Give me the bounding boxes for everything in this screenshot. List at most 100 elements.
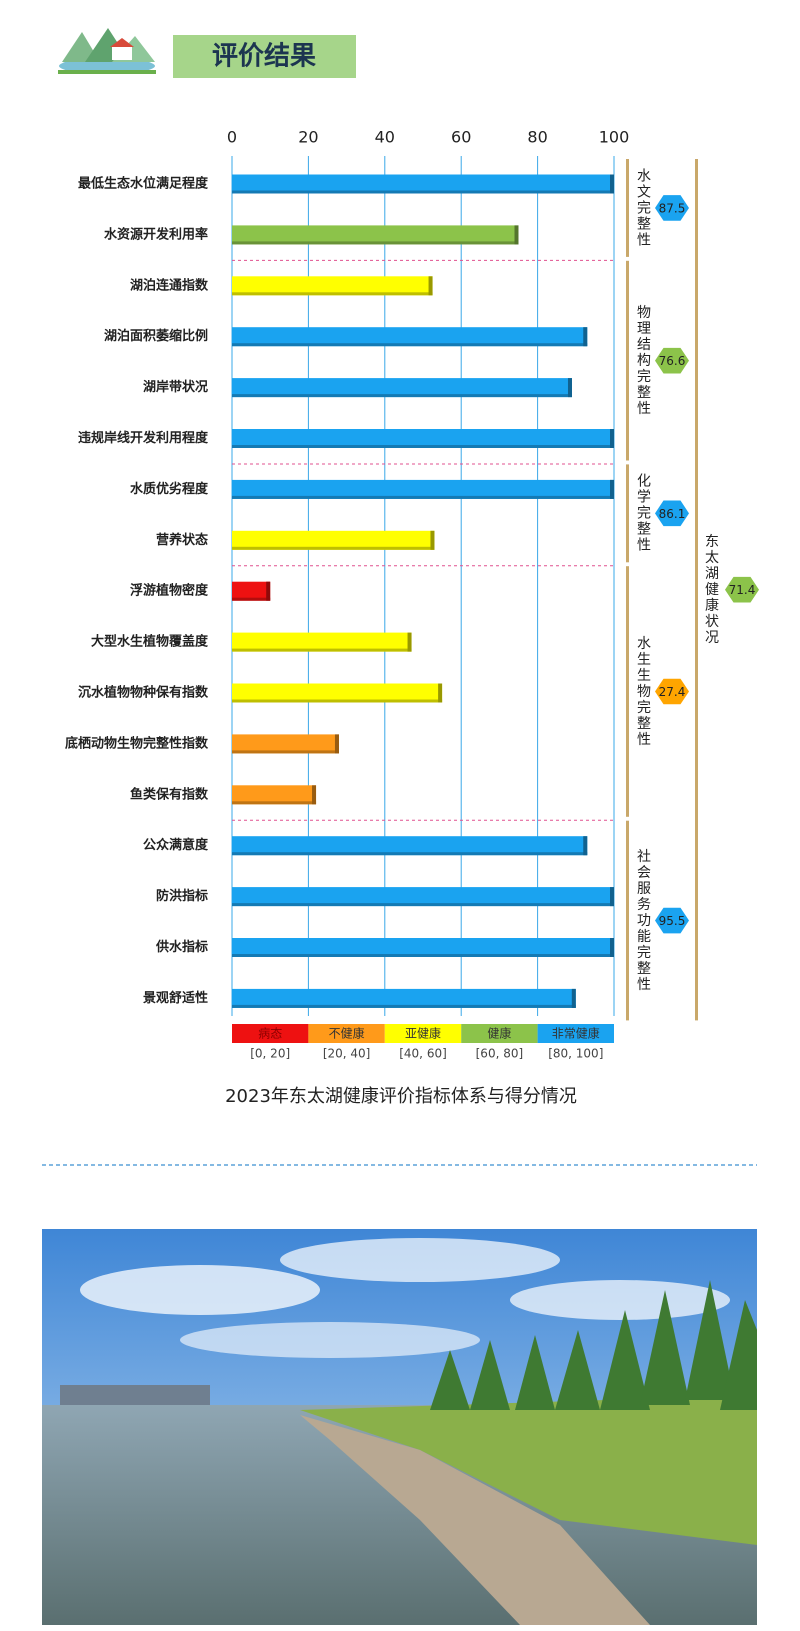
bar-shadow: [232, 445, 614, 448]
bar-cap: [407, 632, 412, 652]
bar: [232, 530, 435, 550]
bar: [232, 887, 614, 907]
group-name: 化学完整性: [635, 473, 651, 553]
legend-swatch: [461, 1024, 538, 1043]
group-bracket: [626, 260, 629, 461]
category-label: 防洪指标: [156, 888, 208, 904]
group-name: 社会服务功能完整性: [635, 849, 651, 993]
group-name: 水文完整性: [635, 168, 651, 248]
bar: [232, 632, 412, 652]
overall-score-badge: [725, 576, 759, 603]
overall-bracket: [695, 159, 698, 1021]
category-label: 营养状态: [156, 532, 208, 548]
bar-shadow: [232, 495, 614, 499]
bar-shadow: [232, 597, 271, 601]
bar: [232, 378, 572, 398]
legend-name: 非常健康: [552, 1026, 600, 1041]
bar-shadow: [232, 190, 614, 194]
bar-shadow: [232, 801, 317, 805]
bar-cap: [312, 785, 317, 805]
category-label: 水资源开发利用率: [104, 226, 208, 242]
category-label: 公众满意度: [143, 837, 209, 853]
group-score-label: 27.4: [659, 685, 686, 699]
group-score-label: 76.6: [659, 354, 686, 368]
bar-cap: [583, 327, 588, 347]
bar: [232, 479, 614, 499]
group-score-badge: [655, 678, 689, 705]
bar: [232, 429, 614, 448]
bar-shadow: [232, 699, 443, 703]
group-bracket: [626, 566, 629, 817]
group-score-badge: [655, 195, 689, 221]
bar-shadow: [232, 343, 588, 347]
overall-name: 东太湖健康状况: [703, 534, 719, 646]
bar: [232, 734, 339, 754]
header-title: 评价结果: [212, 42, 316, 72]
overall-score-label: 71.4: [729, 583, 756, 597]
bar-cap: [610, 887, 614, 907]
category-label: 湖泊连通指数: [130, 277, 209, 293]
header-box: [173, 35, 356, 78]
bar-shadow: [232, 546, 435, 550]
bar-shadow: [232, 648, 412, 652]
category-label: 湖岸带状况: [143, 379, 208, 395]
bar: [232, 988, 576, 1008]
header-icon: [58, 28, 156, 74]
group-score-label: 95.5: [659, 914, 686, 928]
category-label: 供水指标: [155, 939, 208, 955]
group-bracket: [626, 820, 629, 1021]
group-bracket: [626, 464, 629, 563]
group-score-badge: [655, 347, 689, 374]
bar-cap: [514, 225, 519, 245]
legend-name: 亚健康: [405, 1026, 441, 1041]
bar-cap: [583, 836, 588, 856]
x-tick-label: 0: [227, 128, 237, 147]
bar-shadow: [232, 241, 519, 245]
legend-swatch: [384, 1024, 462, 1043]
bar-cap: [567, 378, 572, 398]
group-score-label: 87.5: [659, 201, 686, 215]
x-tick-label: 60: [451, 128, 471, 147]
photo: [42, 1229, 757, 1625]
bar-cap: [438, 683, 443, 703]
category-label: 沉水植物物种保有指数: [78, 685, 209, 701]
x-tick-label: 80: [527, 128, 547, 147]
bar: [232, 327, 588, 347]
bar-shadow: [232, 394, 572, 398]
bar-shadow: [232, 852, 588, 856]
bar: [232, 276, 433, 296]
bar-cap: [610, 479, 614, 499]
bar-shadow: [232, 292, 433, 296]
bar: [232, 581, 271, 601]
bar: [232, 225, 519, 245]
bar-shadow: [232, 954, 614, 957]
category-label: 最低生态水位满足程度: [78, 176, 209, 192]
group-score-badge: [655, 907, 689, 934]
category-label: 景观舒适性: [143, 990, 208, 1006]
bar: [232, 938, 614, 957]
x-tick-label: 40: [375, 128, 395, 147]
legend-name: 病态: [258, 1026, 282, 1041]
legend-name: 健康: [487, 1026, 511, 1041]
legend-name: 不健康: [329, 1026, 365, 1041]
category-label: 水质优劣程度: [130, 481, 209, 497]
legend-swatch: [537, 1024, 614, 1043]
bar-cap: [430, 530, 435, 550]
legend-range: [60, 80]: [476, 1047, 524, 1061]
bar-shadow: [232, 903, 614, 907]
bar: [232, 836, 588, 856]
bar-shadow: [232, 750, 339, 754]
bar-cap: [610, 938, 614, 957]
bar: [232, 683, 443, 703]
group-name: 水生生物完整性: [635, 636, 651, 748]
category-label: 底栖动物生物完整性指数: [65, 735, 209, 751]
x-tick-label: 100: [599, 128, 630, 147]
chart-title: 2023年东太湖健康评价指标体系与得分情况: [225, 1086, 577, 1107]
bar-cap: [428, 276, 433, 296]
bar-cap: [266, 581, 271, 601]
legend-range: [0, 20]: [250, 1047, 290, 1061]
bar-cap: [610, 174, 614, 194]
group-name: 物理结构完整性: [635, 305, 651, 417]
x-tick-label: 20: [298, 128, 318, 147]
category-label: 浮游植物密度: [130, 583, 209, 599]
